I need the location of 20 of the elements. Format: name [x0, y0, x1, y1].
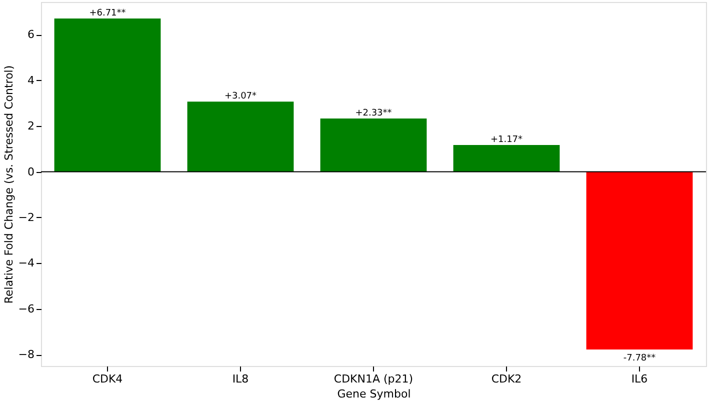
- y-tick-label: 6: [28, 28, 34, 42]
- data-label: +3.07*: [224, 92, 258, 102]
- y-tick-label: −4: [18, 256, 34, 270]
- y-axis-title: Relative Fold Change (vs. Stressed Control): [2, 65, 16, 304]
- y-tick-label: 2: [28, 120, 34, 133]
- data-label: +1.17*: [490, 135, 524, 146]
- x-tick-label: CDK2: [491, 372, 522, 386]
- data-label: +2.33**: [355, 108, 392, 119]
- x-tick-label: CDK4: [92, 372, 123, 386]
- data-label: -7.78**: [623, 354, 656, 364]
- x-axis-title: Gene Symbol: [337, 388, 411, 400]
- y-tick-label: 4: [28, 74, 34, 87]
- y-tick-label: −6: [18, 302, 34, 316]
- x-tick-label: CDKN1A (p21): [334, 372, 414, 386]
- y-tick-label: 0: [28, 165, 34, 178]
- x-tick-label: IL6: [631, 372, 648, 386]
- y-tick-label: −2: [18, 210, 34, 224]
- x-tick-label: IL8: [232, 372, 249, 386]
- y-tick-label: −8: [18, 348, 34, 362]
- data-label: +6.71**: [89, 8, 126, 18]
